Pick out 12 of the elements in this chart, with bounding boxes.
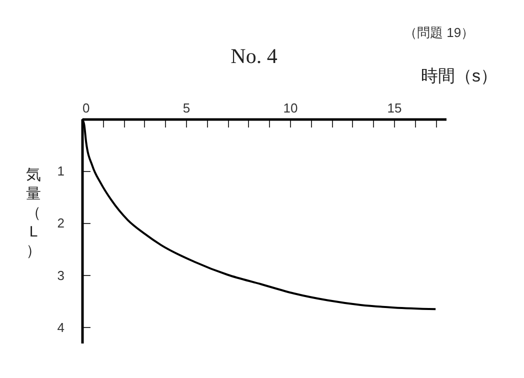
y-tick-label: 1 (57, 164, 64, 179)
y-axis-title: 気量（L） (26, 166, 41, 260)
y-tick-label: 4 (57, 320, 64, 335)
y-tick-label: 2 (57, 216, 64, 231)
chart-title: No. 4 (230, 44, 278, 68)
text: （問題 19） (404, 25, 474, 40)
x-tick-label: 0 (82, 100, 90, 116)
y-tick-label: 3 (57, 268, 64, 283)
x-tick-label: 5 (182, 100, 190, 116)
x-tick-label: 10 (283, 100, 298, 116)
x-axis-title: 時間（s） (421, 66, 498, 86)
x-tick-label: 15 (387, 100, 402, 116)
